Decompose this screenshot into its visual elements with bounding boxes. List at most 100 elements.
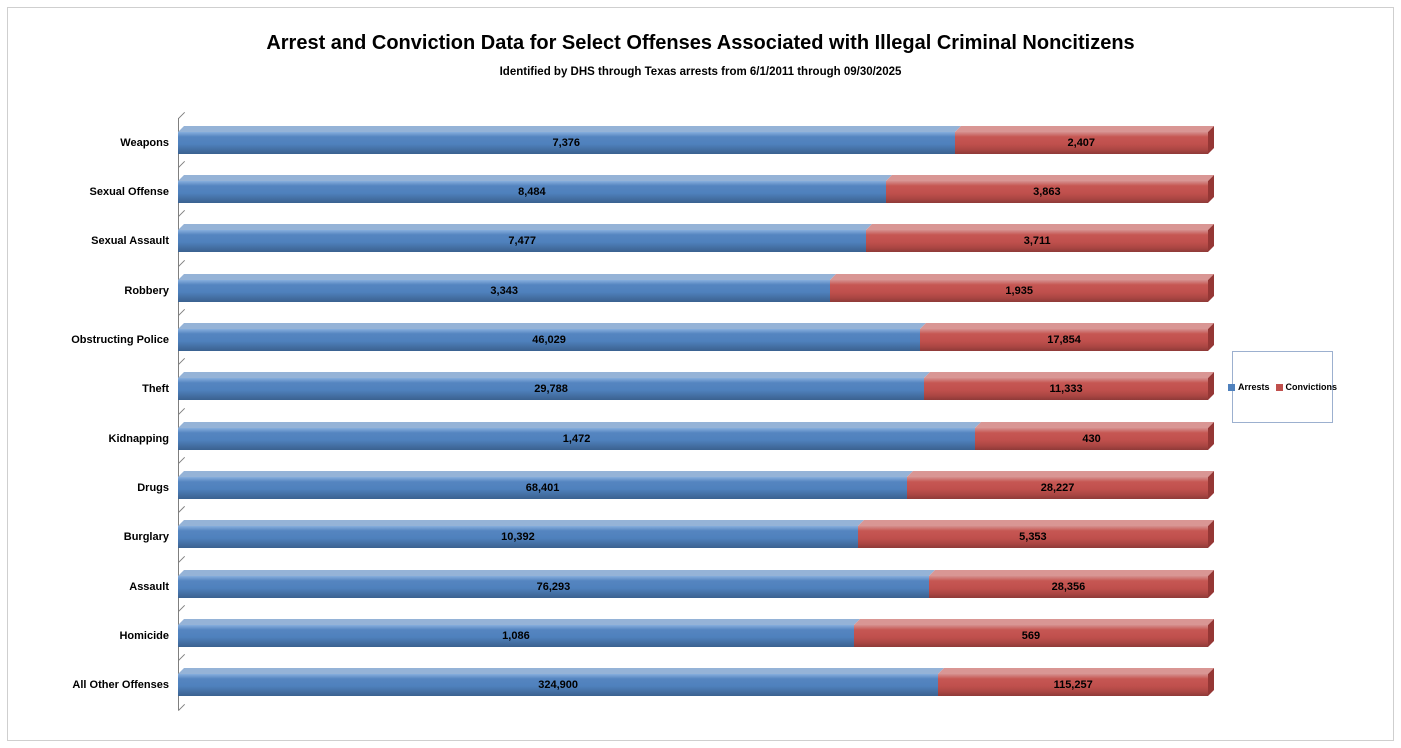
convictions-segment-top-face [954,125,1214,132]
arrests-segment-value-label: 3,343 [490,284,518,297]
arrests-segment: 8,484 [178,174,892,203]
arrests-segment-value-label: 7,376 [552,136,581,149]
bar-row-sexual-offense: Sexual Offense 8,484 3,863 [90,167,1214,216]
bar-row-robbery: Robbery 3,343 1,935 [124,266,1214,315]
convictions-segment: 115,257 [938,668,1214,697]
arrests-segment-value-label: 29,788 [534,383,568,396]
bar-row-drugs: Drugs 68,401 28,227 [137,463,1214,512]
arrests-segment-value-label: 324,900 [538,679,579,692]
bar-end-cap [1208,569,1214,598]
stacked-bar: 8,484 3,863 [178,174,1214,203]
stacked-bar: 7,376 2,407 [178,125,1214,154]
convictions-segment: 28,356 [928,569,1214,598]
arrests-segment-top-face [178,322,927,329]
arrests-segment: 7,376 [178,125,961,154]
plot-area: Weapons 7,376 2,407 Sexual Offense 8,484 3,86… [71,111,1214,711]
category-label: Sexual Offense [89,185,169,198]
arrests-segment-value-label: 10,392 [501,531,535,544]
convictions-segment-value-label: 28,356 [1051,580,1086,593]
arrests-segment-top-face [178,668,945,675]
stacked-bar: 324,900 115,257 [178,668,1214,697]
convictions-segment: 17,854 [920,322,1214,351]
category-label: Assault [129,580,169,593]
chart-title: Arrest and Conviction Data for Select Of… [266,32,1135,54]
arrests-segment: 46,029 [178,322,927,351]
convictions-segment: 28,227 [907,470,1214,499]
category-label: Homicide [119,629,169,642]
legend-swatch-arrests [1227,383,1235,391]
convictions-segment-value-label: 115,257 [1053,679,1093,692]
legend: Arrests Convictions [1227,351,1337,423]
arrests-segment-top-face [178,520,864,527]
bar-end-cap [1208,372,1214,401]
arrests-segment-top-face [178,174,892,181]
convictions-segment-value-label: 5,353 [1019,531,1047,544]
convictions-segment-top-face [907,470,1214,477]
convictions-segment-value-label: 11,333 [1049,383,1083,396]
bar-end-cap [1208,618,1214,647]
convictions-segment-value-label: 1,935 [1005,284,1033,297]
bar-end-cap [1208,668,1214,697]
convictions-segment: 1,935 [830,273,1214,302]
arrests-segment-value-label: 76,293 [536,580,571,593]
bar-row-homicide: Homicide 1,086 569 [119,611,1214,660]
bar-rows: Weapons 7,376 2,407 Sexual Offense 8,484 3,86… [71,118,1214,710]
category-label: Sexual Assault [91,235,169,248]
category-label: Kidnapping [108,432,170,445]
convictions-segment-top-face [928,569,1214,576]
stacked-bar: 1,086 569 [178,618,1214,647]
category-label: Burglary [123,531,169,544]
arrests-segment-value-label: 8,484 [518,185,546,198]
bar-row-all-other-offenses: All Other Offenses 324,900 115,257 [72,661,1214,710]
stacked-bar: 1,472 430 [178,421,1214,450]
arrests-segment: 76,293 [178,569,935,598]
convictions-segment: 11,333 [924,372,1214,401]
arrests-segment-top-face [178,569,935,576]
arrests-segment-value-label: 1,472 [562,432,591,445]
category-label: Weapons [120,136,169,149]
arrests-segment: 1,472 [178,421,982,450]
arrests-segment: 324,900 [178,668,945,697]
convictions-segment-top-face [885,174,1214,181]
bar-row-weapons: Weapons 7,376 2,407 [120,118,1214,167]
legend-swatch-convictions [1275,383,1283,391]
bar-row-assault: Assault 76,293 28,356 [129,562,1214,611]
convictions-segment-value-label: 28,227 [1040,481,1075,494]
convictions-segment: 569 [853,618,1214,647]
bar-end-cap [1208,520,1214,549]
chart-subtitle: Identified by DHS through Texas arrests … [499,66,902,78]
arrests-segment-value-label: 68,401 [525,481,560,494]
bar-row-burglary: Burglary 10,392 5,353 [124,513,1214,562]
arrests-segment-top-face [178,421,982,428]
legend-item-convictions: Convictions [1275,382,1338,392]
bar-row-kidnapping: Kidnapping 1,472 430 [109,414,1214,463]
legend-label-convictions: Convictions [1285,382,1338,392]
category-label: Drugs [137,481,169,494]
arrests-segment: 7,477 [178,224,873,253]
category-label: Robbery [124,284,169,297]
category-label: Theft [142,383,169,396]
category-label: Obstructing Police [71,333,169,346]
arrests-segment: 29,788 [178,372,931,401]
arrests-segment-top-face [178,273,837,280]
arrests-segment-top-face [178,470,914,477]
bar-end-cap [1208,273,1214,302]
convictions-segment: 2,407 [954,125,1214,154]
arrests-segment-value-label: 46,029 [532,333,566,346]
legend-label-arrests: Arrests [1237,382,1270,392]
convictions-segment-value-label: 430 [1082,432,1101,445]
convictions-segment-value-label: 3,863 [1033,185,1061,198]
stacked-bar: 76,293 28,356 [178,569,1214,598]
convictions-segment-top-face [920,322,1214,329]
bar-end-cap [1208,322,1214,351]
convictions-segment-value-label: 3,711 [1023,235,1051,248]
bar-end-cap [1208,174,1214,203]
stacked-bar: 7,477 3,711 [178,224,1214,253]
bar-end-cap [1208,125,1214,154]
stacked-bar: 10,392 5,353 [178,520,1214,549]
convictions-segment-top-face [830,273,1214,280]
bar-end-cap [1208,470,1214,499]
stacked-bar: 29,788 11,333 [178,372,1214,401]
convictions-segment-top-face [853,618,1214,625]
stacked-bar: 3,343 1,935 [178,273,1214,302]
